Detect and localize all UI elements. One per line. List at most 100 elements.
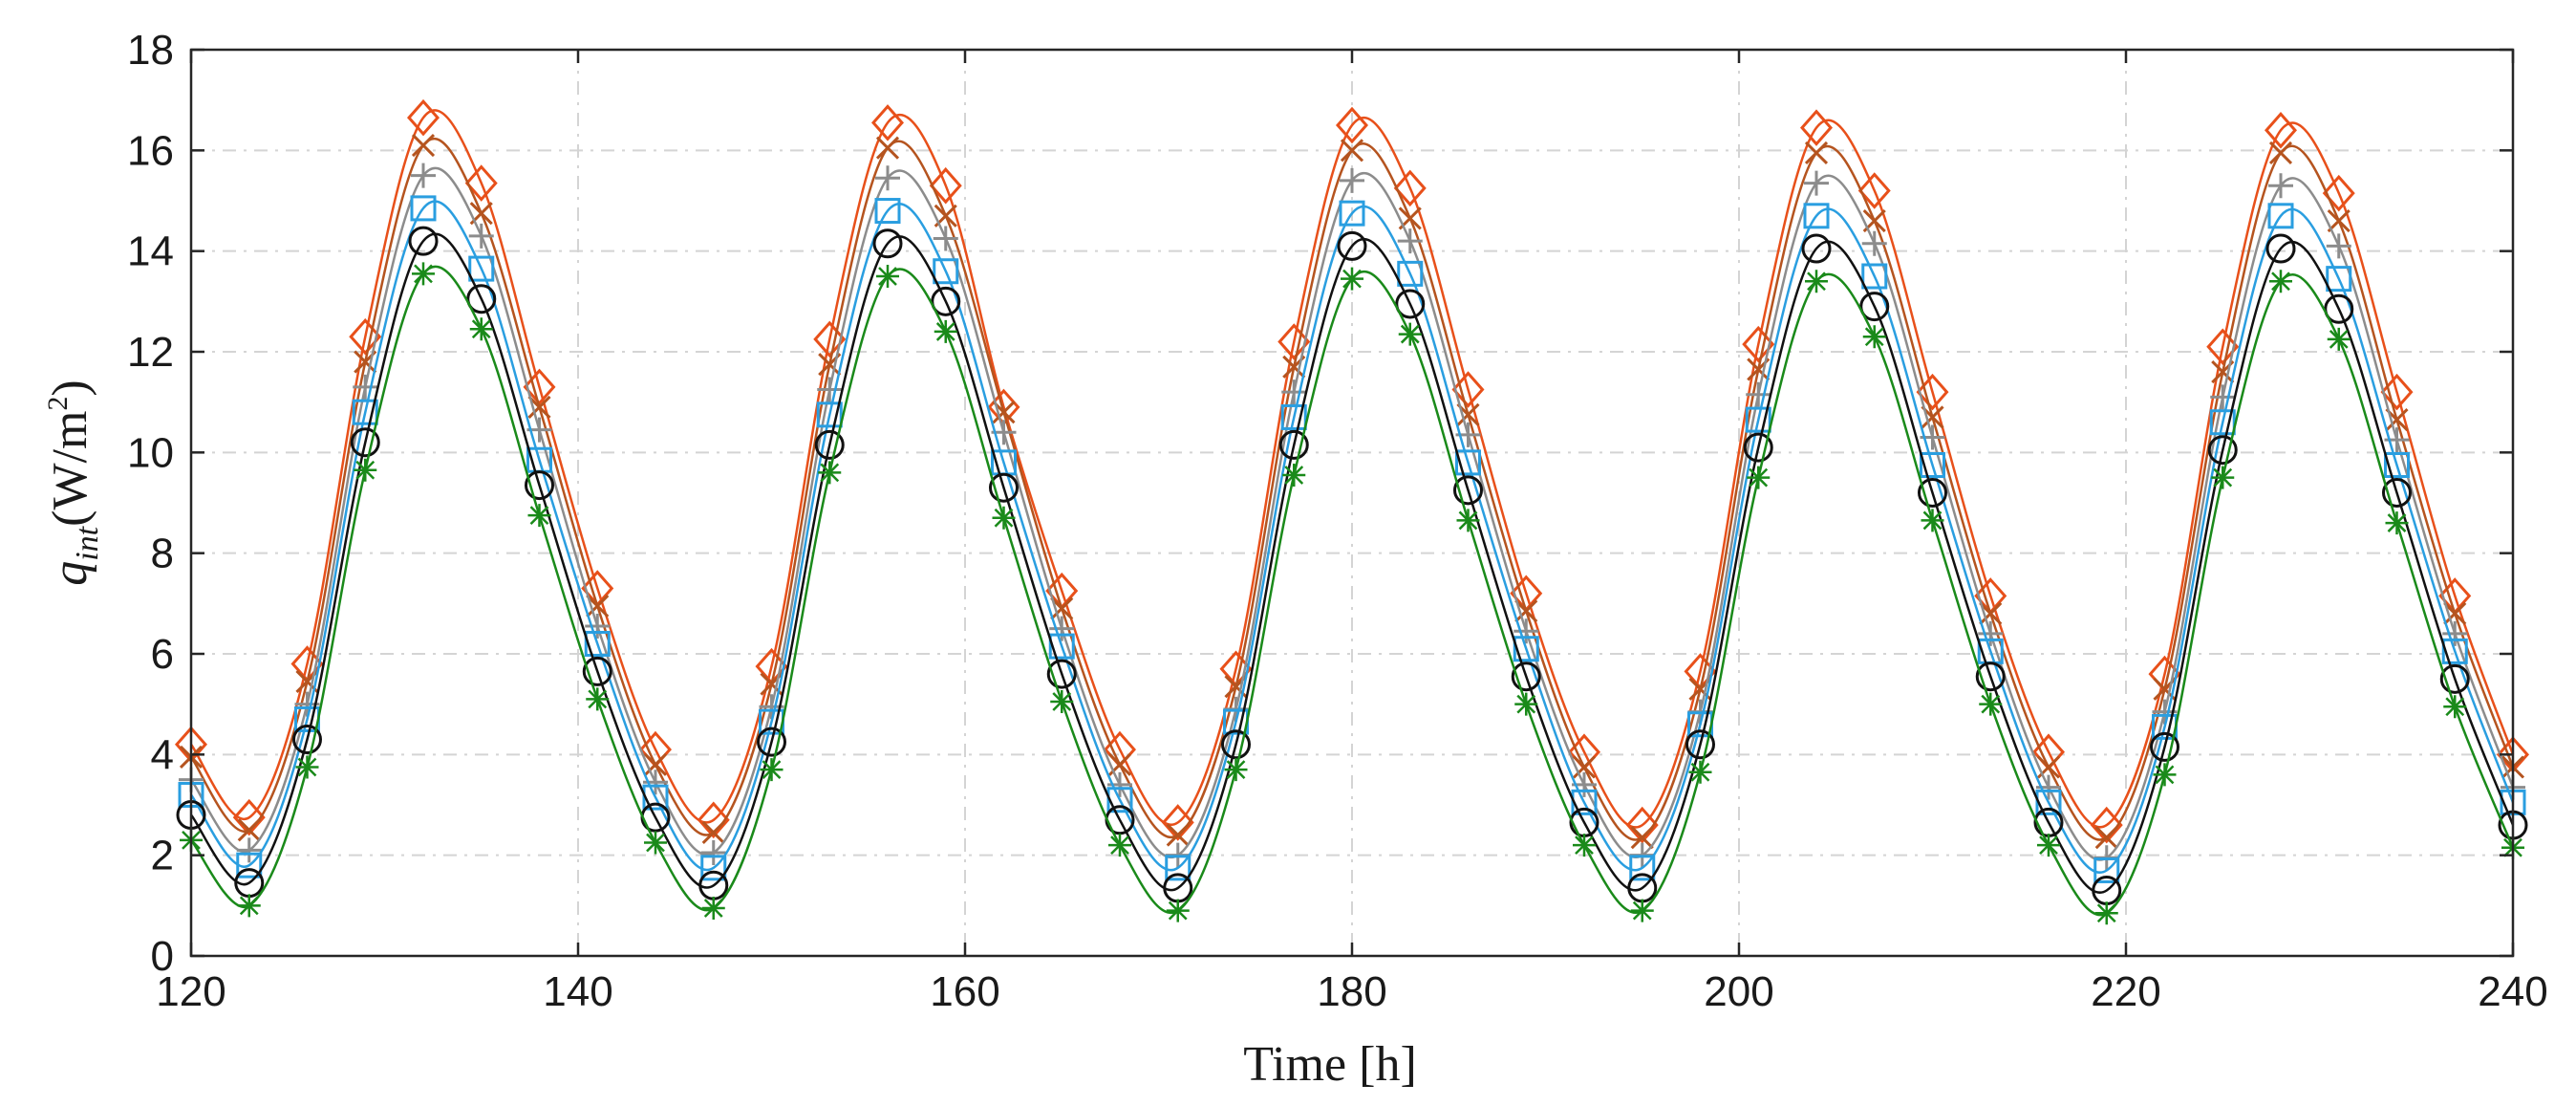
marker-plus <box>875 165 900 191</box>
marker-square <box>1745 406 1771 433</box>
y-tick-label: 16 <box>127 127 174 174</box>
marker-plus <box>236 837 262 863</box>
marker-asterisk <box>2327 327 2351 351</box>
marker-x <box>1572 755 1597 779</box>
marker-square <box>410 195 437 222</box>
marker-square <box>1861 263 1888 290</box>
x-tick-label: 220 <box>2091 968 2160 1015</box>
marker-square <box>874 198 901 225</box>
marker-plus <box>1281 380 1307 405</box>
marker-square <box>2209 409 2236 436</box>
marker-diamond <box>232 798 266 836</box>
marker-circle <box>525 470 554 501</box>
y-tick-label: 2 <box>151 833 174 879</box>
marker-asterisk <box>818 461 842 485</box>
marker-plus <box>2442 620 2468 646</box>
marker-diamond <box>1742 325 1775 363</box>
marker-circle <box>1337 230 1367 261</box>
marker-plus <box>1513 618 1539 644</box>
y-tick-label: 18 <box>127 27 174 74</box>
y-tick-label: 12 <box>127 329 174 376</box>
marker-x <box>2327 209 2351 233</box>
marker-circle <box>1046 659 1077 689</box>
series-asterisk <box>180 262 2524 925</box>
marker-x <box>701 820 725 845</box>
marker-asterisk <box>1921 509 1944 532</box>
x-tick-label: 180 <box>1317 968 1386 1015</box>
y-axis-symbol: q <box>43 561 97 586</box>
marker-x <box>586 594 610 618</box>
marker-x <box>1514 599 1538 623</box>
marker-circle <box>292 725 322 755</box>
marker-asterisk <box>2094 901 2118 925</box>
marker-circle <box>1278 429 1309 460</box>
marker-square <box>1339 200 1365 227</box>
y-tick-label: 0 <box>151 933 174 980</box>
marker-asterisk <box>2211 466 2235 489</box>
marker-asterisk <box>527 504 551 528</box>
series-diamond <box>174 98 2530 844</box>
y-axis-subscript: int <box>70 525 105 560</box>
marker-square <box>352 399 378 425</box>
series-line-square <box>189 200 2515 874</box>
marker-asterisk <box>1979 692 2003 716</box>
marker-square <box>2035 789 2062 815</box>
marker-x <box>1166 823 1190 847</box>
marker-diamond <box>1857 172 1891 209</box>
marker-x <box>2268 141 2293 165</box>
marker-circle <box>1918 477 1947 508</box>
marker-square <box>584 630 611 657</box>
marker-circle <box>1511 661 1541 692</box>
marker-x <box>1340 139 1364 163</box>
marker-square <box>1397 260 1424 287</box>
marker-square <box>1455 449 1481 476</box>
marker-circle <box>1801 233 1832 264</box>
marker-asterisk <box>1456 509 1480 532</box>
marker-plus <box>2210 384 2236 410</box>
marker-plus <box>411 163 436 188</box>
marker-asterisk <box>1224 758 1248 782</box>
marker-diamond <box>349 317 382 356</box>
marker-circle <box>582 656 612 686</box>
y-tick-label: 4 <box>151 731 174 778</box>
marker-square <box>1280 403 1307 430</box>
marker-x <box>2094 826 2118 850</box>
marker-square <box>2267 203 2294 229</box>
marker-x <box>237 818 261 842</box>
marker-diamond <box>1161 804 1194 841</box>
marker-x <box>1804 141 1829 165</box>
marker-asterisk <box>644 831 667 855</box>
marker-asterisk <box>1514 692 1538 716</box>
marker-asterisk <box>1573 834 1596 857</box>
y-tick-label: 8 <box>151 531 174 577</box>
marker-circle <box>408 226 439 256</box>
marker-x <box>1979 601 2003 625</box>
marker-asterisk <box>1862 325 1886 349</box>
series-line-cross <box>189 137 2515 841</box>
marker-diamond <box>1277 323 1311 360</box>
marker-x <box>411 134 436 158</box>
marker-diamond <box>1625 806 1659 844</box>
marker-circle <box>1743 432 1773 463</box>
x-tick-label: 160 <box>930 968 999 1015</box>
marker-square <box>1106 787 1133 813</box>
marker-diamond <box>813 320 847 358</box>
marker-diamond <box>1799 109 1834 146</box>
marker-square <box>2441 638 2468 664</box>
marker-circle <box>757 726 786 757</box>
x-tick-label: 240 <box>2478 968 2547 1015</box>
marker-asterisk <box>760 758 784 782</box>
marker-square <box>700 855 727 881</box>
marker-square <box>2326 266 2352 293</box>
marker-asterisk <box>2037 834 2060 857</box>
marker-diamond <box>1393 169 1427 207</box>
marker-circle <box>814 429 845 460</box>
marker-asterisk <box>876 265 899 288</box>
marker-circle <box>1453 475 1483 506</box>
marker-circle <box>350 427 380 458</box>
marker-plus <box>2326 233 2351 259</box>
marker-circle <box>872 228 903 259</box>
marker-plus <box>585 614 611 640</box>
marker-asterisk <box>1688 760 1712 784</box>
